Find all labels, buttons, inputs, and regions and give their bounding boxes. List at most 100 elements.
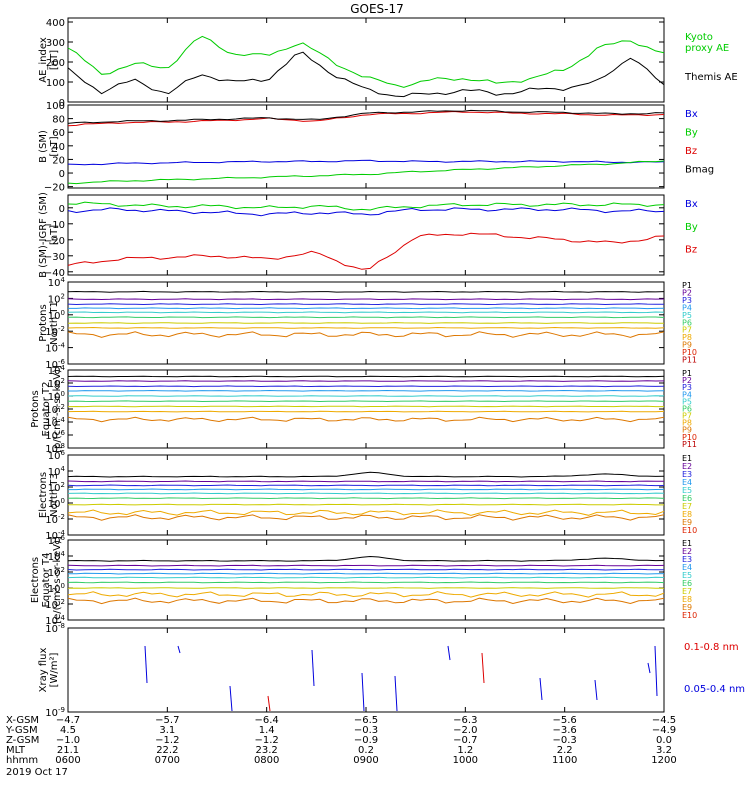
y-tick-label: 0 <box>59 169 65 180</box>
panel-7: Electrons Equator T4 [e/(cm²-s-sr-keV)]10-… <box>30 534 697 627</box>
channel-label-p10: P10 <box>682 348 697 357</box>
channel-label-e7: E7 <box>682 502 692 511</box>
y-axis-label: [p/(cm²-s-sr-keV)] <box>52 365 63 453</box>
channel-label-p1: P1 <box>682 281 692 290</box>
axis-row-value: 3.1 <box>159 725 175 736</box>
legend-entry: Bz <box>685 245 697 256</box>
y-axis-label: B (SM) <box>38 130 49 163</box>
channel-line-p9 <box>67 416 665 423</box>
xray-flux-segment <box>311 649 315 687</box>
channel-label-p4: P4 <box>682 390 692 399</box>
y-tick-label: 10-8 <box>45 622 65 635</box>
time-axis: X-GSM −4.7 −5.7 −6.4 −6.5 −6.3 −5.6 −4.5 Y-GSM 4.… <box>5 715 677 778</box>
axis-row-value: −1.2 <box>155 735 179 746</box>
axis-row-value: −0.7 <box>453 735 477 746</box>
panel-frame <box>67 539 665 621</box>
panel-4: Protons North T110-610-410-2100102104P1P2… <box>38 276 697 371</box>
axis-row-value: −1.0 <box>56 735 80 746</box>
axis-row-value: 0900 <box>353 755 378 766</box>
xray-flux-segment <box>647 662 651 674</box>
channel-label-e3: E3 <box>682 470 692 479</box>
channel-line-e5 <box>67 492 665 495</box>
xray-flux-segment <box>539 677 543 701</box>
series-line-themis-ae <box>67 51 665 98</box>
y-axis-label: Electrons <box>38 472 49 518</box>
channel-label-e7: E7 <box>682 587 692 596</box>
xray-flux-segment <box>394 675 398 712</box>
channel-line-p4 <box>68 389 665 392</box>
y-tick-label: 102 <box>48 481 65 494</box>
axis-row-value: −4.7 <box>56 715 80 726</box>
y-tick-label: 102 <box>48 292 65 305</box>
channel-line-p4 <box>68 307 665 310</box>
axis-row-label: MLT <box>6 745 26 756</box>
axis-row-label: X-GSM <box>6 715 39 726</box>
channel-line-e3 <box>67 568 665 571</box>
y-tick-label: −30 <box>44 252 65 263</box>
channel-line-p8 <box>67 410 665 413</box>
series-line-bx <box>67 159 665 166</box>
channel-label-e5: E5 <box>682 571 692 580</box>
axis-row-value: 0800 <box>254 755 279 766</box>
series-line-bx <box>67 207 665 217</box>
channel-label-e4: E4 <box>682 478 692 487</box>
channel-line-p6 <box>67 316 665 319</box>
y-tick-label: 106 <box>48 449 66 462</box>
legend-entry: Kyoto <box>685 32 713 43</box>
channel-label-e10: E10 <box>682 526 697 535</box>
channel-label-e8: E8 <box>682 510 692 519</box>
channel-label-p8: P8 <box>682 333 692 342</box>
channel-line-e7 <box>67 503 664 506</box>
axis-date: 2019 Oct 17 <box>6 767 68 778</box>
y-axis-label: AE_index <box>38 37 49 83</box>
y-axis-label: Protons <box>30 390 41 427</box>
channel-line-p2 <box>67 298 665 301</box>
axis-row-value: −0.9 <box>354 735 378 746</box>
panel-frame <box>67 194 665 276</box>
y-axis-label: Protons <box>38 304 49 341</box>
channel-label-p7: P7 <box>682 412 692 421</box>
axis-row-value: 2.2 <box>557 745 573 756</box>
channel-line-e6 <box>67 581 665 584</box>
axis-row-value: −0.3 <box>354 725 378 736</box>
panel-frame <box>67 104 665 189</box>
legend-entry: By <box>685 127 698 138</box>
channel-label-p6: P6 <box>682 318 692 327</box>
channel-label-e6: E6 <box>682 494 692 503</box>
channel-line-p3 <box>67 303 665 306</box>
channel-line-e2 <box>67 564 665 567</box>
panel-8: Xray flux [W/m²]10-910-80.1-0.8 nm0.05-0.… <box>38 622 745 719</box>
axis-row-value: 0.2 <box>358 745 374 756</box>
y-axis-label: Equator T4 <box>41 553 52 608</box>
y-tick-label: 20 <box>52 155 65 166</box>
y-tick-label: 400 <box>46 18 65 29</box>
series-line-kyoto-proxy-ae <box>67 35 665 88</box>
panel-frame <box>67 17 665 103</box>
channel-line-e8 <box>67 509 665 516</box>
axis-row-value: −5.7 <box>155 715 179 726</box>
channel-line-e2 <box>67 480 665 483</box>
channel-line-e3 <box>67 484 665 487</box>
axis-row-value: −1.2 <box>255 735 279 746</box>
channel-line-p7 <box>67 322 664 324</box>
axis-row-value: 1100 <box>552 755 577 766</box>
y-tick-label: 10-2 <box>45 325 65 338</box>
series-line-by <box>67 160 665 185</box>
channel-label-e8: E8 <box>682 595 692 604</box>
xray-flux-segment <box>654 645 658 697</box>
channel-line-p8 <box>67 326 665 329</box>
y-tick-label: 10-2 <box>45 513 65 526</box>
channel-label-e10: E10 <box>682 611 697 620</box>
y-tick-label: 10-4 <box>45 342 65 355</box>
panel-2: B (SM) [nT] −20 0 20 40 60 80 100 Bx By Bz Bmag <box>38 101 714 194</box>
panel-frame <box>67 627 665 713</box>
axis-row-label: hhmm <box>6 755 38 766</box>
y-axis-label: Equator T2 <box>41 382 52 437</box>
y-axis-label: North T1 <box>49 301 60 345</box>
channel-label-p10: P10 <box>682 433 697 442</box>
channel-line-p3 <box>67 385 665 388</box>
axis-row-value: −0.3 <box>553 735 577 746</box>
axis-row-value: −2.0 <box>453 725 477 736</box>
